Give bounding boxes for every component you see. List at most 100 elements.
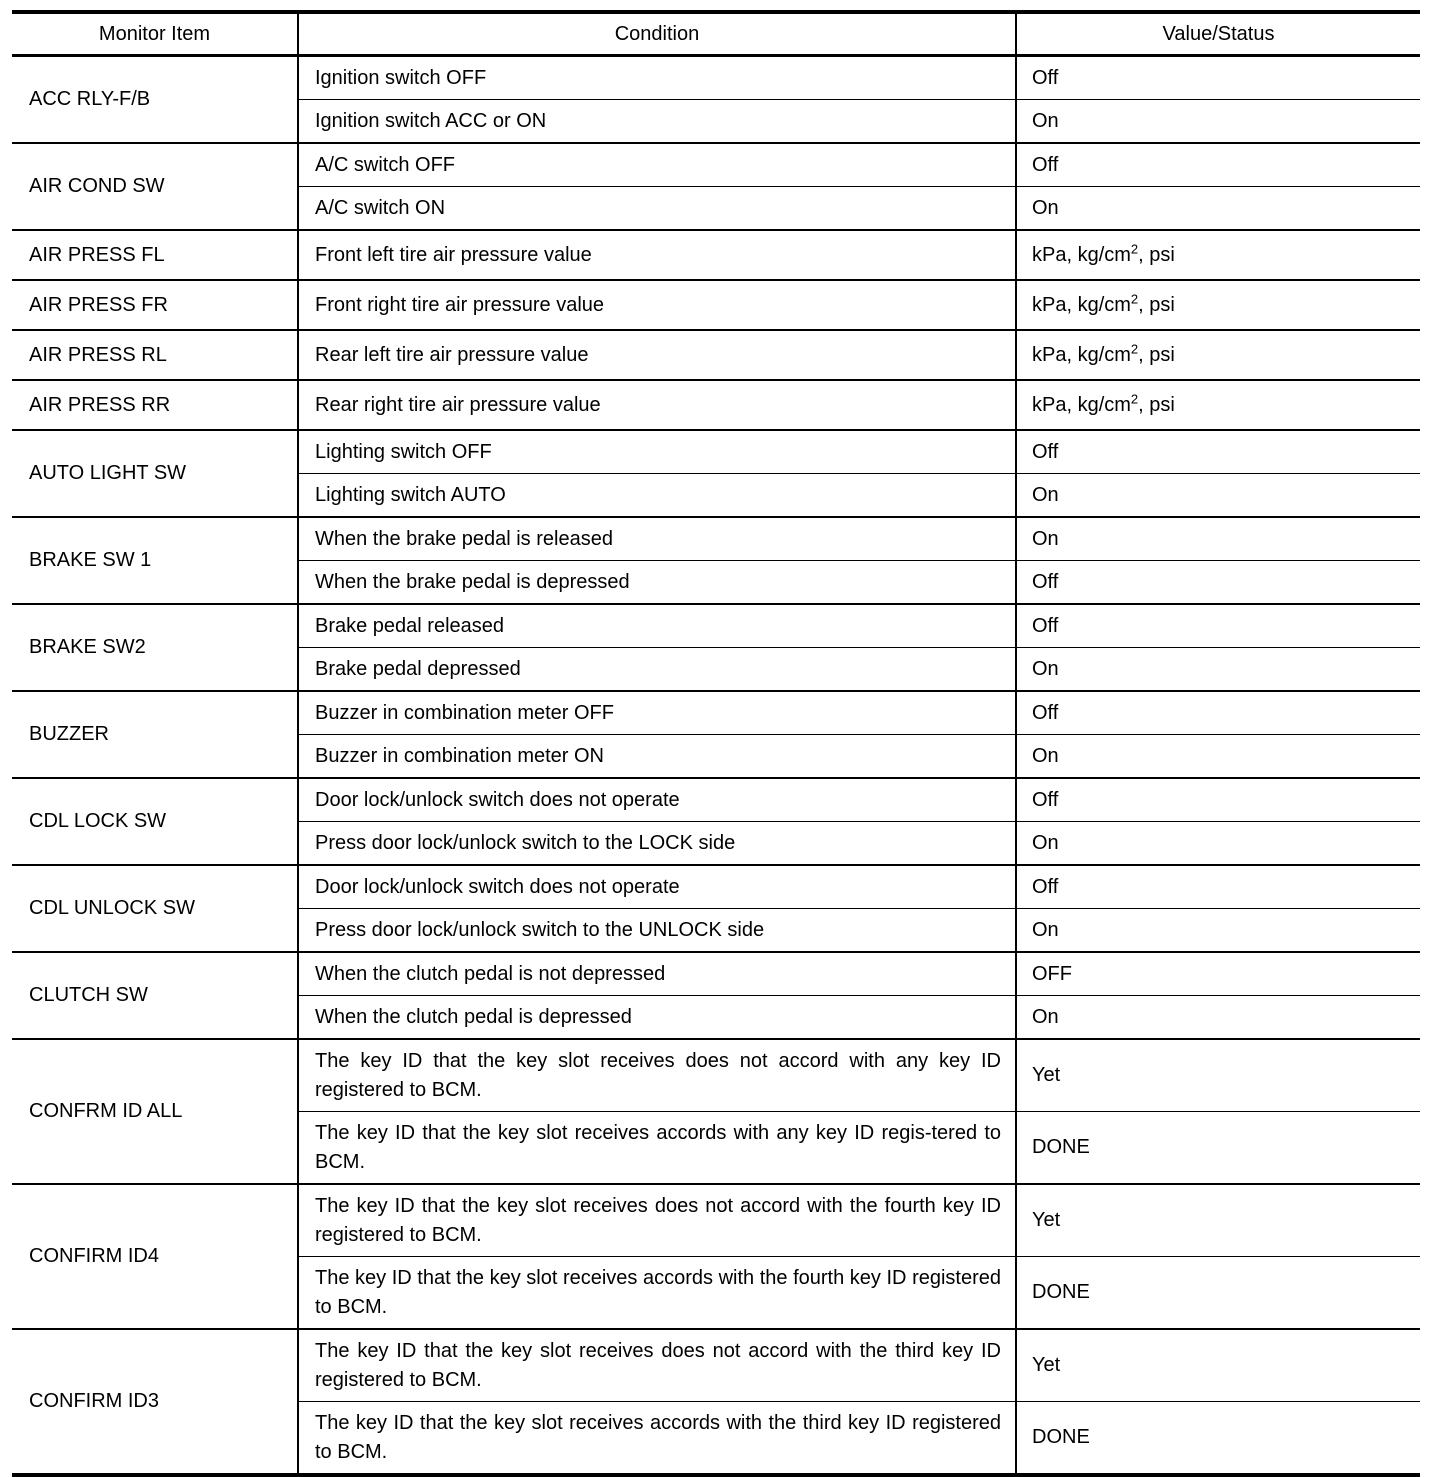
value-text: Off xyxy=(1032,788,1059,811)
condition-cell: Brake pedal depressed xyxy=(297,647,1016,691)
condition-cell: The key ID that the key slot receives ac… xyxy=(297,1401,1016,1477)
condition-cell: Lighting switch AUTO xyxy=(297,473,1016,517)
value-superscript: 2 xyxy=(1130,240,1139,256)
value-text: Off xyxy=(1032,701,1059,724)
value-text: DONE xyxy=(1032,1281,1090,1303)
table-row: CLUTCH SW When the clutch pedal is not de… xyxy=(12,951,1420,1039)
condition-cell: Lighting switch OFF xyxy=(297,429,1016,474)
table-row: BRAKE SW2 Brake pedal released Off xyxy=(12,603,1420,691)
value-status-cell: On xyxy=(1015,734,1420,778)
value-text: Off xyxy=(1032,570,1059,593)
value-text: Yet xyxy=(1032,1354,1061,1376)
value-status-cell: kPa, kg/cm2, psi xyxy=(1015,329,1420,380)
table-row: ACC RLY-F/B Ignition switch OFF Off xyxy=(12,54,1420,143)
value-status-cell: kPa, kg/cm2, psi xyxy=(1015,279,1420,330)
condition-cell: When the clutch pedal is depressed xyxy=(297,995,1016,1039)
monitor-item-cell: CONFIRM ID4 xyxy=(12,1183,298,1329)
table-row: AIR COND SW A/C switch OFF Off xyxy=(12,142,1420,230)
table-row: AIR PRESS RR Rear right tire air pressure… xyxy=(12,379,1420,430)
value-text: On xyxy=(1032,1005,1059,1028)
table-row: Lighting switch AUTO On xyxy=(12,473,1420,517)
table-row: CDL UNLOCK SW Door lock/unlock switch doe… xyxy=(12,864,1420,952)
table-row: AIR PRESS FR Front right tire air pressur… xyxy=(12,279,1420,330)
value-text: DONE xyxy=(1032,1136,1090,1158)
table-row: When the brake pedal is depressed Off xyxy=(12,560,1420,604)
monitor-item-cell: CONFRM ID ALL xyxy=(12,1038,298,1184)
condition-cell: Rear left tire air pressure value xyxy=(297,329,1016,380)
value-text: Off xyxy=(1032,66,1059,89)
value-text: Off xyxy=(1032,875,1059,898)
condition-cell: A/C switch OFF xyxy=(297,142,1016,187)
condition-cell: When the clutch pedal is not depressed xyxy=(297,951,1016,996)
condition-cell: Front left tire air pressure value xyxy=(297,229,1016,280)
value-status-cell: kPa, kg/cm2, psi xyxy=(1015,379,1420,430)
header-monitor-item: Monitor Item xyxy=(12,10,298,57)
value-status-cell: Off xyxy=(1015,690,1420,735)
table-row: AUTO LIGHT SW Lighting switch OFF Off xyxy=(12,429,1420,517)
table-row: CONFRM ID ALL The key ID that the key slo… xyxy=(12,1038,1420,1184)
value-text: On xyxy=(1032,196,1059,219)
condition-cell: Door lock/unlock switch does not operate xyxy=(297,777,1016,822)
condition-cell: Ignition switch ACC or ON xyxy=(297,99,1016,143)
table-row: Ignition switch ACC or ON On xyxy=(12,99,1420,143)
value-status-cell: Off xyxy=(1015,864,1420,909)
monitor-item-cell: CLUTCH SW xyxy=(12,951,298,1039)
value-text: Off xyxy=(1032,614,1059,637)
value-text: OFF xyxy=(1032,962,1072,985)
value-status-cell: DONE xyxy=(1015,1111,1420,1184)
condition-cell: Press door lock/unlock switch to the LOC… xyxy=(297,821,1016,865)
table-row: Press door lock/unlock switch to the LOC… xyxy=(12,821,1420,865)
value-status-cell: On xyxy=(1015,821,1420,865)
monitor-item-cell: CDL UNLOCK SW xyxy=(12,864,298,952)
table-row: The key ID that the key slot receives ac… xyxy=(12,1256,1420,1329)
table-row: Press door lock/unlock switch to the UNL… xyxy=(12,908,1420,952)
monitor-item-cell: AIR PRESS RL xyxy=(12,329,298,380)
value-text: On xyxy=(1032,918,1059,941)
condition-cell: Rear right tire air pressure value xyxy=(297,379,1016,430)
value-text: On xyxy=(1032,744,1059,767)
value-status-cell: Yet xyxy=(1015,1038,1420,1112)
value-text: On xyxy=(1032,527,1059,550)
value-status-cell: Off xyxy=(1015,603,1420,648)
value-status-cell: Off xyxy=(1015,54,1420,100)
header-value-status: Value/Status xyxy=(1015,10,1420,57)
value-text: Off xyxy=(1032,440,1059,463)
condition-cell: Door lock/unlock switch does not operate xyxy=(297,864,1016,909)
condition-cell: Brake pedal released xyxy=(297,603,1016,648)
value-status-cell: Yet xyxy=(1015,1183,1420,1257)
header-row: Monitor Item Condition Value/Status xyxy=(12,10,1420,57)
table-row: CONFIRM ID3 The key ID that the key slot … xyxy=(12,1328,1420,1477)
monitor-item-cell: AIR PRESS FL xyxy=(12,229,298,280)
condition-cell: Buzzer in combination meter ON xyxy=(297,734,1016,778)
table-row: When the clutch pedal is depressed On xyxy=(12,995,1420,1039)
value-text: On xyxy=(1032,831,1059,854)
monitor-item-cell: AIR PRESS RR xyxy=(12,379,298,430)
value-superscript: 2 xyxy=(1130,390,1139,406)
value-status-cell: OFF xyxy=(1015,951,1420,996)
value-text: kPa, kg/cm xyxy=(1032,393,1131,416)
header-condition: Condition xyxy=(297,10,1016,57)
condition-cell: Ignition switch OFF xyxy=(297,54,1016,100)
table-row: A/C switch ON On xyxy=(12,186,1420,230)
value-text: On xyxy=(1032,657,1059,680)
table-row: CONFIRM ID4 The key ID that the key slot … xyxy=(12,1183,1420,1329)
monitor-item-cell: AIR COND SW xyxy=(12,142,298,230)
value-status-cell: On xyxy=(1015,516,1420,561)
monitor-item-cell: AUTO LIGHT SW xyxy=(12,429,298,517)
table-row: The key ID that the key slot receives ac… xyxy=(12,1111,1420,1184)
value-text: On xyxy=(1032,483,1059,506)
value-suffix: , psi xyxy=(1138,393,1175,416)
value-status-cell: kPa, kg/cm2, psi xyxy=(1015,229,1420,280)
condition-cell: When the brake pedal is depressed xyxy=(297,560,1016,604)
value-status-cell: On xyxy=(1015,995,1420,1039)
value-status-cell: On xyxy=(1015,186,1420,230)
condition-cell: The key ID that the key slot receives ac… xyxy=(297,1256,1016,1329)
table-row: CDL LOCK SW Door lock/unlock switch does … xyxy=(12,777,1420,865)
monitor-item-cell: BRAKE SW2 xyxy=(12,603,298,691)
value-text: kPa, kg/cm xyxy=(1032,293,1131,316)
table-row: BUZZER Buzzer in combination meter OFF Off xyxy=(12,690,1420,778)
table-body: ACC RLY-F/B Ignition switch OFF Off Ignitio… xyxy=(12,54,1420,1477)
monitor-item-cell: BRAKE SW 1 xyxy=(12,516,298,604)
value-status-cell: DONE xyxy=(1015,1256,1420,1329)
value-status-cell: On xyxy=(1015,908,1420,952)
